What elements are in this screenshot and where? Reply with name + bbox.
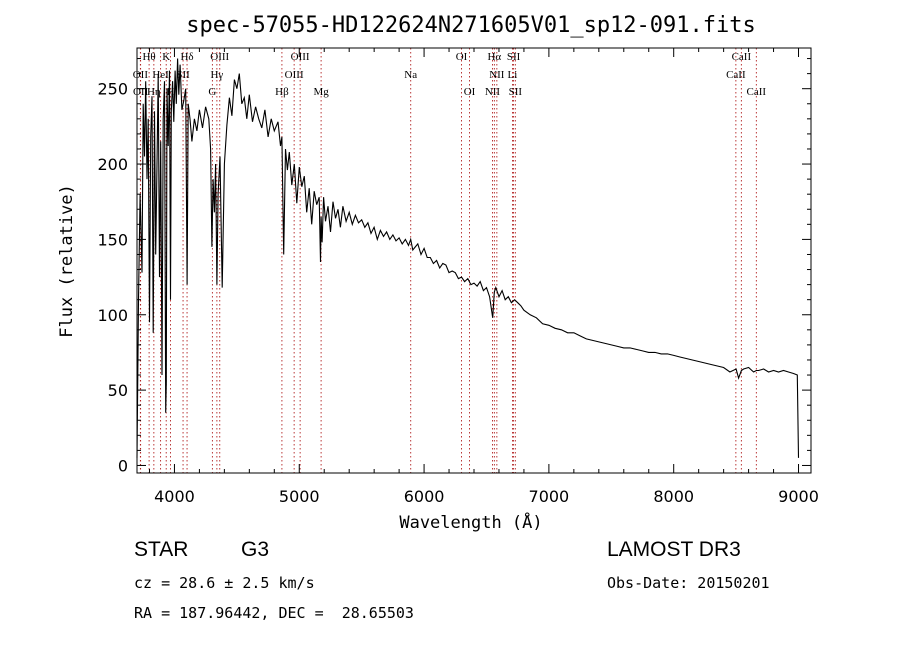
line-label-3: OIII <box>210 51 229 63</box>
x-tick-label-1: 5000 <box>279 487 320 506</box>
line-label-16: Li <box>508 69 518 81</box>
line-label-15: NII <box>489 69 505 81</box>
x-tick-label-0: 4000 <box>154 487 195 506</box>
y-tick-label-0: 0 <box>118 456 128 475</box>
line-label-21: G <box>208 86 216 98</box>
line-label-2: Hδ <box>180 51 193 63</box>
survey-name: LAMOST DR3 <box>607 538 741 561</box>
line-label-9: OII <box>133 69 149 81</box>
line-label-6: Hα <box>487 51 501 63</box>
line-label-1: K <box>162 51 170 63</box>
y-axis-label: Flux (relative) <box>57 184 77 338</box>
line-label-23: Mg <box>313 86 329 98</box>
x-tick-label-2: 6000 <box>404 487 445 506</box>
y-tick-label-4: 200 <box>97 155 128 174</box>
line-label-20: H <box>166 86 174 98</box>
line-label-22: Hβ <box>275 86 289 98</box>
redshift-velocity: cz = 28.6 ± 2.5 km/s <box>134 574 315 592</box>
y-tick-label-2: 100 <box>97 306 128 325</box>
x-axis-ticks: 4000 5000 6000 7000 8000 9000 <box>148 48 819 506</box>
line-label-12: Hγ <box>210 69 223 81</box>
x-tick-label-3: 7000 <box>529 487 570 506</box>
y-tick-label-3: 150 <box>97 230 128 249</box>
y-tick-label-1: 50 <box>108 381 128 400</box>
spectrum-line <box>136 58 800 458</box>
object-class: STAR <box>134 538 189 561</box>
x-tick-label-5: 9000 <box>778 487 819 506</box>
line-label-10: HeI <box>152 69 169 81</box>
line-label-25: NII <box>485 86 501 98</box>
line-label-5: OI <box>456 51 468 63</box>
line-label-27: CaII <box>747 86 767 98</box>
line-label-13: OIII <box>285 69 304 81</box>
line-label-4: OIII <box>291 51 310 63</box>
line-label-17: CaII <box>726 69 746 81</box>
coordinates: RA = 187.96442, DEC = 28.65503 <box>134 604 414 622</box>
line-label-0: Hθ <box>142 51 155 63</box>
plot-frame <box>136 47 812 474</box>
y-tick-label-5: 250 <box>97 80 128 99</box>
x-axis-label: Wavelength (Å) <box>399 511 542 533</box>
object-subclass: G3 <box>241 538 270 561</box>
y-axis-ticks: 0 50 100 150 200 250 <box>97 58 811 475</box>
line-label-7: SII <box>507 51 521 63</box>
x-tick-label-4: 8000 <box>653 487 694 506</box>
spectral-line-markers <box>139 48 757 473</box>
chart-title: spec-57055-HD122624N271605V01_sp12-091.f… <box>186 13 756 38</box>
observation-date: Obs-Date: 20150201 <box>607 574 770 592</box>
line-label-24: OI <box>464 86 476 98</box>
line-label-14: Na <box>404 69 417 81</box>
line-label-8: CaII <box>732 51 752 63</box>
spectral-line-labels: Hθ K Hδ OIII OIII OI Hα SII CaII OII HeI SII Hγ OIII N… <box>133 51 767 98</box>
line-label-26: SII <box>509 86 523 98</box>
